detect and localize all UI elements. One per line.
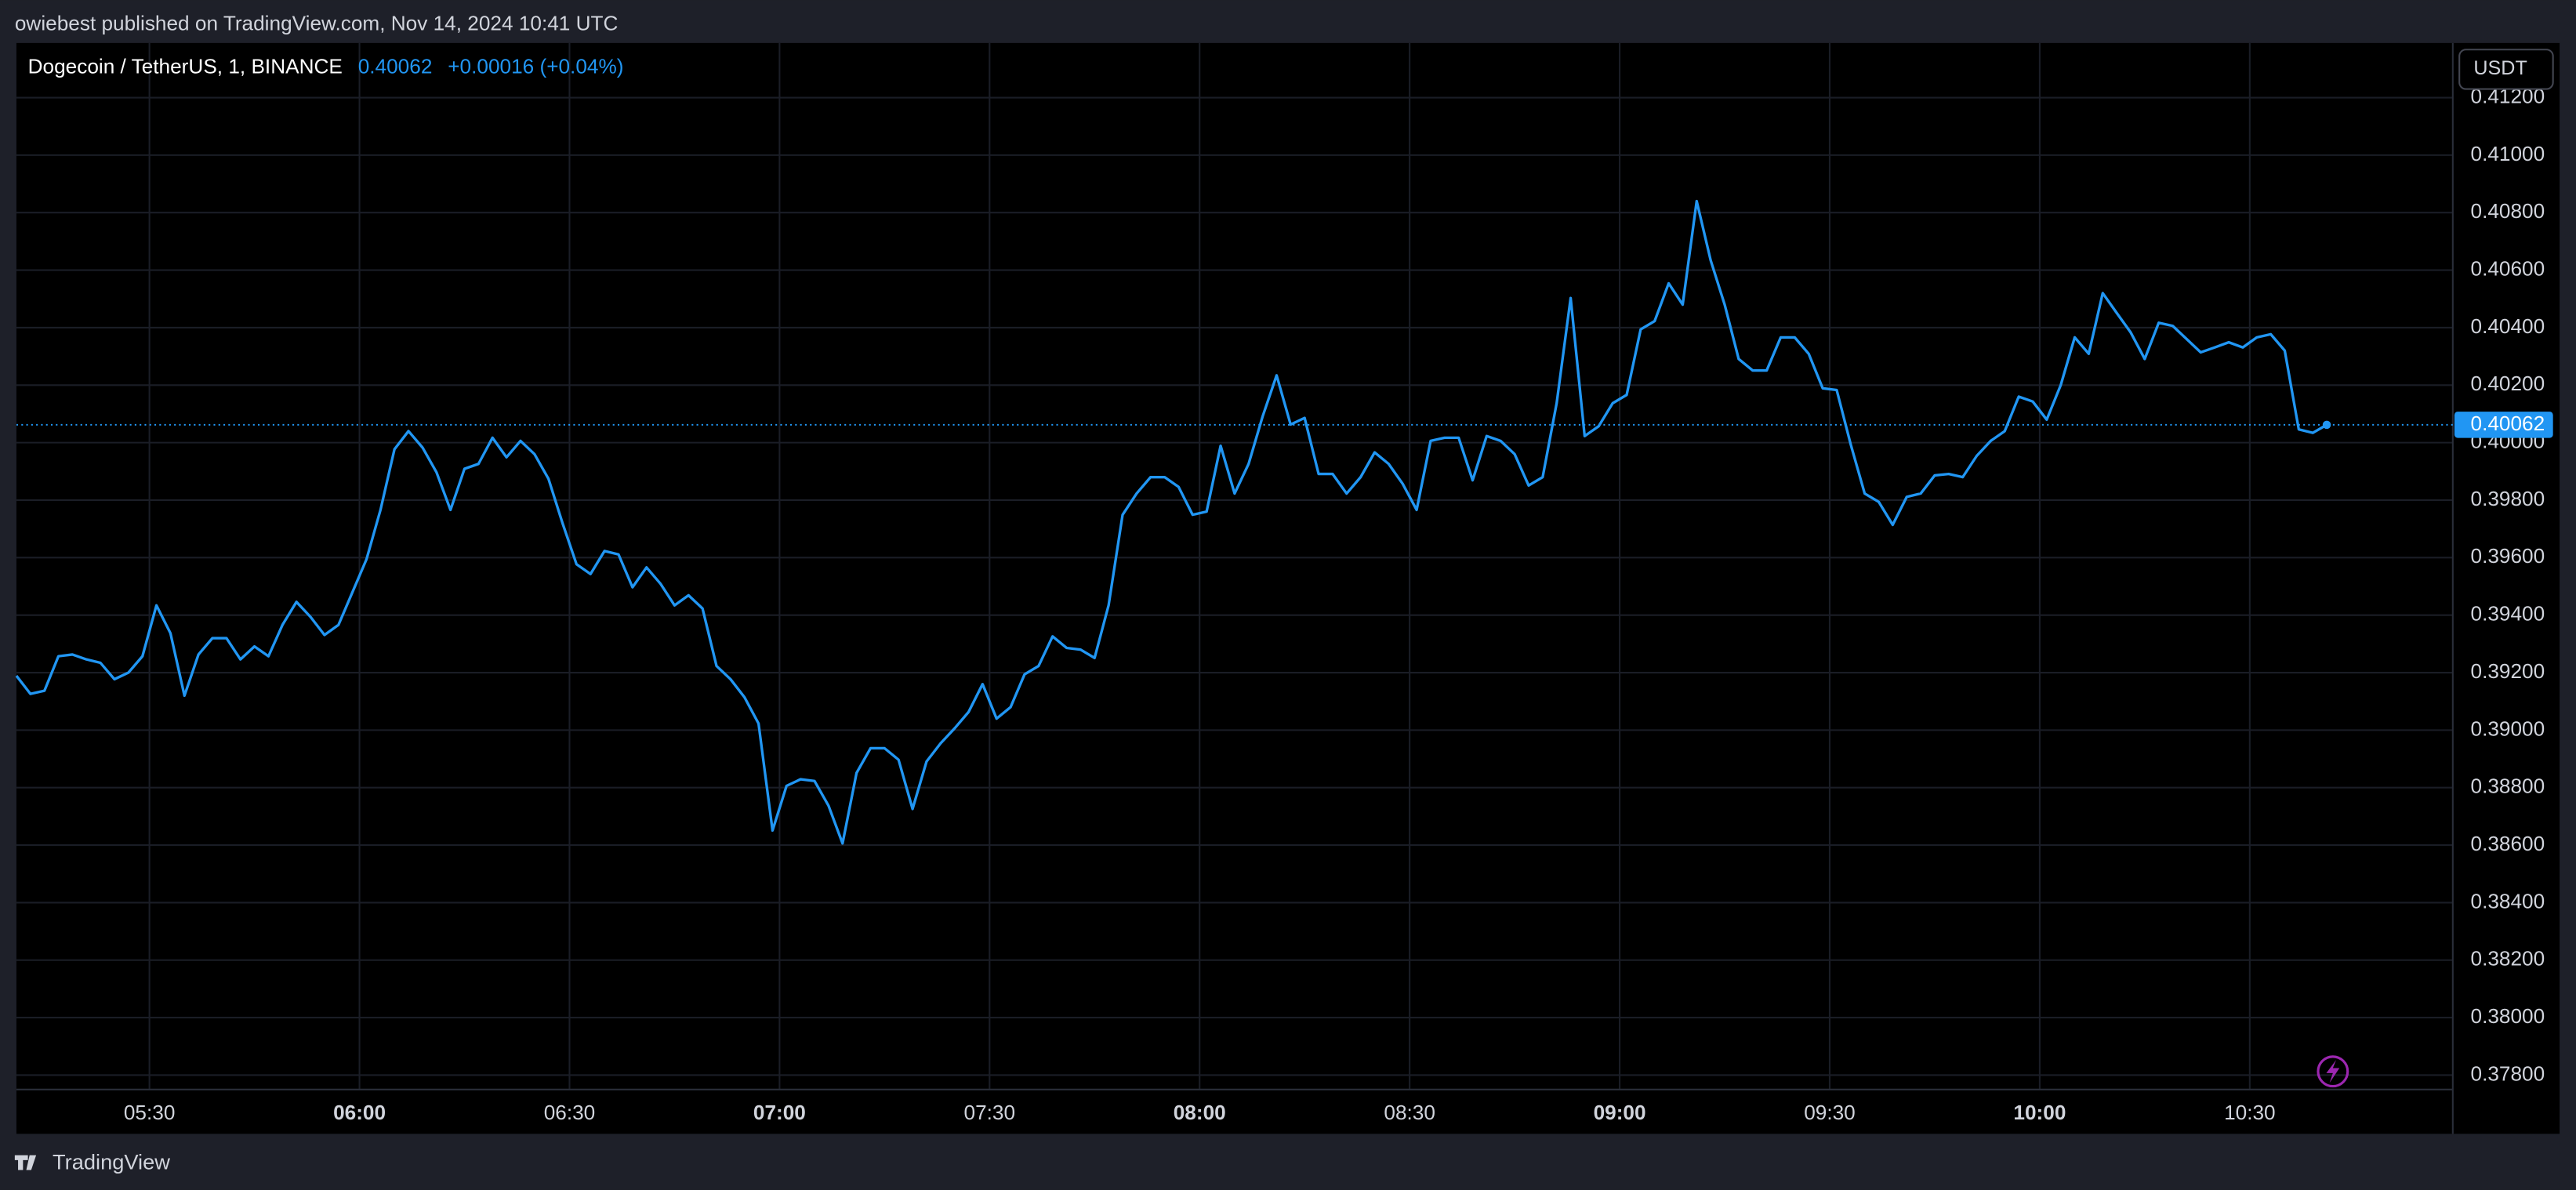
x-tick-label: 07:00 [753, 1101, 806, 1124]
y-tick-label: 0.41000 [2471, 142, 2545, 165]
y-tick-label: 0.38200 [2471, 947, 2545, 971]
x-tick-label: 09:00 [1594, 1101, 1646, 1124]
price-change: +0.00016 (+0.04%) [448, 54, 623, 78]
y-tick-label: 0.40200 [2471, 372, 2545, 395]
x-tick-label: 07:30 [964, 1101, 1016, 1124]
chart-title: Dogecoin / TetherUS, 1, BINANCE [28, 54, 343, 78]
y-tick-label: 0.38000 [2471, 1004, 2545, 1028]
last-price: 0.40062 [358, 54, 433, 78]
x-tick-label: 06:00 [333, 1101, 386, 1124]
icon-bolt[interactable] [2326, 1060, 2340, 1083]
y-tick-label: 0.40400 [2471, 314, 2545, 338]
grid [16, 42, 2453, 1090]
plot [15, 199, 2453, 845]
x-tick-label: 08:00 [1174, 1101, 1226, 1124]
y-tick-label: 0.39400 [2471, 602, 2545, 626]
y-tick-label: 0.38600 [2471, 832, 2545, 855]
lightning-icon[interactable] [2317, 1055, 2349, 1088]
last-point [2322, 420, 2331, 430]
brand: TradingView [14, 1149, 170, 1174]
brand-name: TradingView [53, 1149, 170, 1174]
last-price-box [2454, 412, 2553, 438]
y-tick-label: 0.37800 [2471, 1061, 2545, 1085]
icon-circle[interactable] [2317, 1055, 2349, 1088]
y-tick-label: 0.40800 [2471, 199, 2545, 223]
y-tick-label: 0.38800 [2471, 775, 2545, 798]
y-tick-label: 0.39600 [2471, 544, 2545, 568]
currency-box[interactable] [2458, 49, 2554, 90]
x-tick-label: 06:30 [544, 1101, 596, 1124]
y-tick-label: 0.39000 [2471, 717, 2545, 740]
currency-button[interactable]: USDT [2458, 49, 2554, 90]
currency-label[interactable]: USDT [2473, 57, 2527, 79]
symbol-header: Dogecoin / TetherUS, 1, BINANCE 0.40062 … [28, 54, 624, 78]
x-tick-label: 10:00 [2013, 1101, 2066, 1124]
y-tick-label: 0.39800 [2471, 487, 2545, 510]
x-tick-label: 10:30 [2224, 1101, 2276, 1124]
y-tick-label: 0.39200 [2471, 659, 2545, 683]
x-tick-label: 09:30 [1804, 1101, 1856, 1124]
chart-area [16, 42, 2560, 1134]
publish-info: owiebest published on TradingView.com, N… [15, 12, 619, 35]
y-tick-label: 0.38400 [2471, 889, 2545, 912]
last-price-label: 0.40062 [2471, 412, 2545, 435]
brand-logo [14, 1155, 37, 1170]
x-tick-label: 05:30 [124, 1101, 176, 1124]
y-tick-label: 0.40600 [2471, 257, 2545, 281]
price-line [15, 199, 2327, 845]
x-tick-label: 08:30 [1384, 1101, 1435, 1124]
